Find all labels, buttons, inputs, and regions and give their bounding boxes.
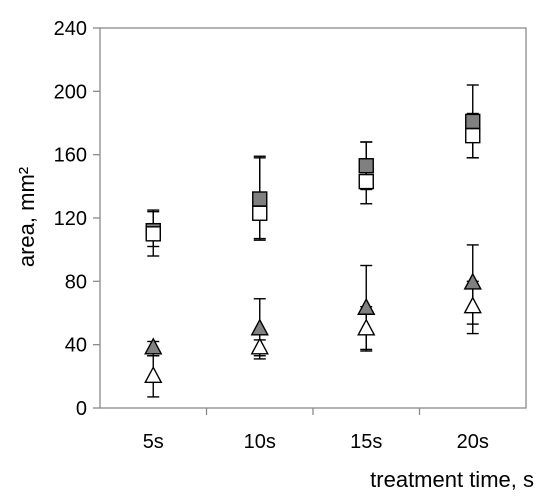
data-point-triangle bbox=[357, 318, 376, 336]
y-axis-title: area, mm² bbox=[14, 167, 39, 267]
data-point-square bbox=[358, 173, 374, 190]
data-point-triangle bbox=[463, 296, 482, 314]
y-tick-label: 40 bbox=[65, 335, 87, 357]
data-point-triangle bbox=[463, 272, 482, 290]
y-tick-label: 80 bbox=[65, 271, 87, 293]
x-tick-label: 10s bbox=[244, 431, 276, 453]
y-tick-label: 200 bbox=[54, 81, 87, 103]
data-point-triangle bbox=[144, 365, 163, 384]
data-point-triangle bbox=[144, 337, 163, 355]
y-tick-label: 160 bbox=[54, 145, 87, 167]
y-tick-label: 240 bbox=[54, 18, 87, 40]
data-point-triangle bbox=[250, 337, 269, 355]
data-point-square bbox=[252, 205, 268, 221]
plot-area: 0 40 80 120 160 200 240 5s 10s 15s 20s bbox=[54, 18, 527, 453]
y-tick-label: 120 bbox=[54, 208, 87, 230]
data-point-square bbox=[358, 158, 374, 174]
x-tick-label: 15s bbox=[350, 431, 382, 453]
data-point-square bbox=[145, 226, 161, 242]
data-point-triangle bbox=[250, 318, 269, 336]
data-point-triangle bbox=[357, 297, 376, 315]
data-point-square bbox=[465, 127, 481, 144]
x-axis-title: treatment time, s bbox=[370, 467, 534, 492]
data-point-square bbox=[252, 191, 268, 207]
y-tick-label: 0 bbox=[76, 398, 87, 420]
x-tick-label: 20s bbox=[457, 431, 489, 453]
x-tick-label: 5s bbox=[143, 431, 164, 453]
data-point-square bbox=[465, 113, 481, 130]
